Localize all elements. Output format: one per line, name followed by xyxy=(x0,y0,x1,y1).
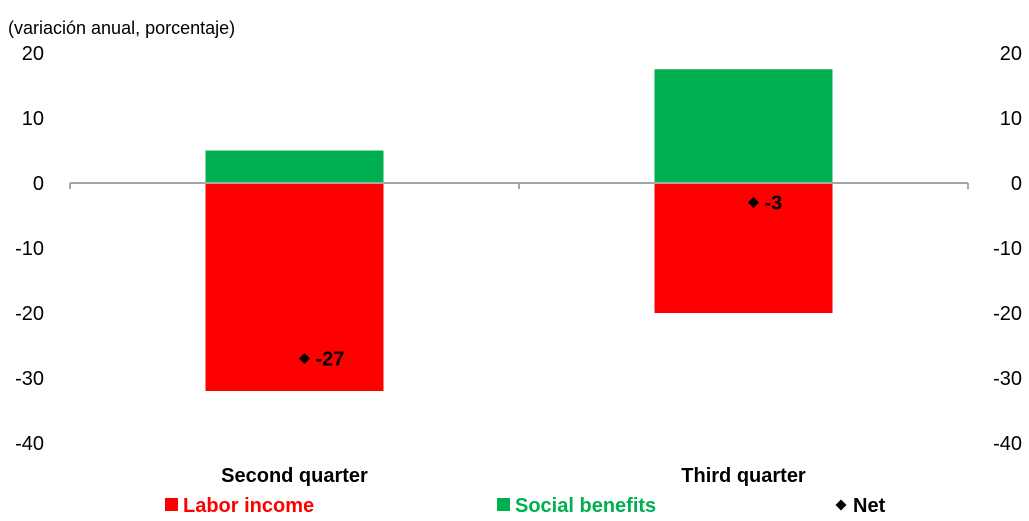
y-tick-label-right: 10 xyxy=(1000,108,1022,130)
net-data-label: -3 xyxy=(765,193,783,215)
y-tick-label-left: -40 xyxy=(15,433,44,455)
y-tick-label-right: -40 xyxy=(993,433,1022,455)
y-tick-label-left: 0 xyxy=(33,173,44,195)
bars xyxy=(205,69,833,391)
y-tick-label-left: 10 xyxy=(22,108,44,130)
net-diamond-marker xyxy=(748,197,759,208)
y-tick-label-right: -30 xyxy=(993,368,1022,390)
category-tick-marks xyxy=(69,183,969,189)
legend-label-net: Net xyxy=(853,495,886,517)
right-axis-ticks: 20 10 0 -10 -20 -30 -40 xyxy=(993,43,1022,455)
net-diamond-marker xyxy=(299,353,310,364)
unit-label: (variación anual, porcentaje) xyxy=(8,18,235,38)
y-tick-label-left: 20 xyxy=(22,43,44,65)
legend: Labor income Social benefits Net xyxy=(165,495,886,517)
left-axis-ticks: 20 10 0 -10 -20 -30 -40 xyxy=(15,43,44,455)
legend-label-labor-income: Labor income xyxy=(183,495,314,517)
bar-social-benefits xyxy=(205,150,384,183)
bar-social-benefits xyxy=(654,69,833,183)
y-tick-label-left: -10 xyxy=(15,238,44,260)
net-data-label: -27 xyxy=(316,349,345,371)
net-markers: -27 -3 xyxy=(299,193,782,371)
category-label: Third quarter xyxy=(681,465,806,487)
y-tick-label-right: 20 xyxy=(1000,43,1022,65)
bar-labor-income xyxy=(654,183,833,313)
category-labels: Second quarter Third quarter xyxy=(221,465,806,487)
legend-label-social-benefits: Social benefits xyxy=(515,495,656,517)
y-tick-label-right: -10 xyxy=(993,238,1022,260)
category-label: Second quarter xyxy=(221,465,368,487)
y-tick-label-right: -20 xyxy=(993,303,1022,325)
legend-swatch-labor-income xyxy=(165,498,178,511)
y-tick-label-left: -30 xyxy=(15,368,44,390)
legend-swatch-social-benefits xyxy=(497,498,510,511)
y-tick-label-left: -20 xyxy=(15,303,44,325)
legend-swatch-net xyxy=(835,499,847,511)
bar-labor-income xyxy=(205,183,384,391)
y-tick-label-right: 0 xyxy=(1011,173,1022,195)
